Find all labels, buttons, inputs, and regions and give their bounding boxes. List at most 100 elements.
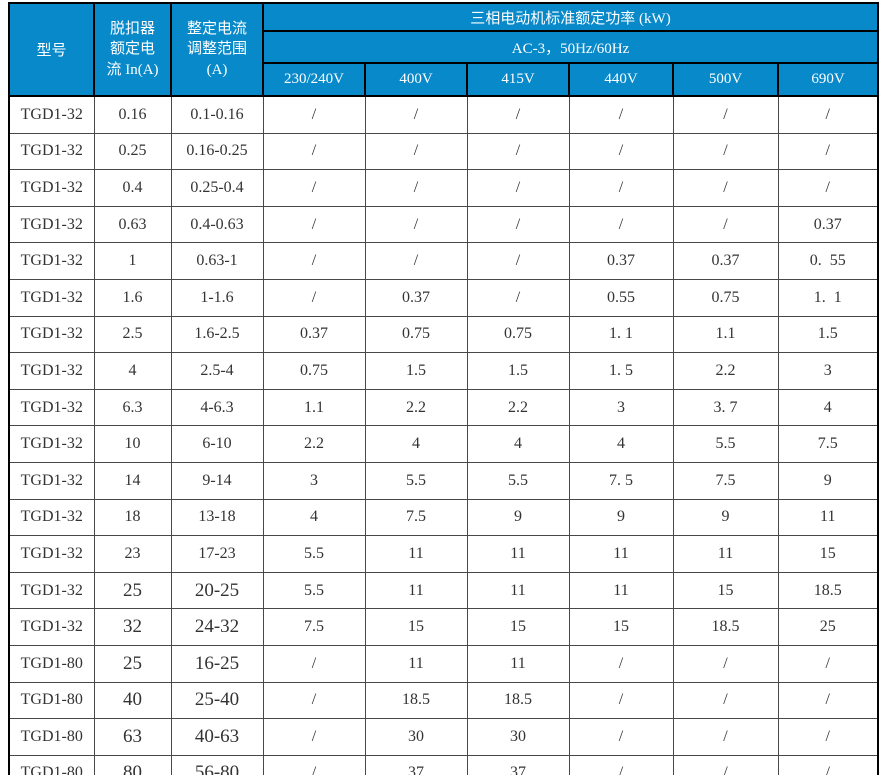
trip-current-cell: 0.4 (93, 169, 172, 207)
power-cell-400v: 5.5 (364, 461, 468, 500)
header-row-2: AC-3，50Hz/60Hz (9, 30, 879, 64)
trip-current-cell: 1 (93, 242, 172, 280)
power-cell-690v: / (777, 681, 879, 720)
header-voltage-400v: 400V (364, 62, 468, 97)
range-cell: 1-1.6 (170, 278, 264, 317)
range-cell: 13-18 (170, 498, 264, 537)
table-row: TGD1-32 2.5 1.6-2.5 0.37 0.75 0.75 1. 1 1.1 1.5 (8, 315, 879, 354)
model-cell: TGD1-32 (8, 169, 95, 207)
power-cell-440v: 1. 1 (568, 315, 674, 354)
power-cell-690v: 1.5 (777, 315, 879, 354)
power-cell-400v: 30 (364, 718, 468, 756)
power-cell-400v: 2.2 (364, 388, 468, 427)
power-cell-415v: 5.5 (466, 461, 570, 500)
table-row: TGD1-32 0.25 0.16-0.25// / / / / (8, 132, 879, 171)
table-row: TGD1-32 18 13-18 4 7.5 9 9 9 11 (8, 498, 879, 537)
power-cell-500v: / (672, 205, 779, 244)
range-cell: 6-10 (170, 425, 264, 463)
power-cell-415v: 18.5 (466, 681, 570, 720)
power-cell-400v: 0.75 (364, 315, 468, 354)
power-cell-400v: / (364, 95, 468, 134)
power-cell-415v: 30 (466, 718, 570, 756)
trip-current-cell: 25 (93, 644, 172, 683)
power-cell-690v: 0.37 (777, 205, 879, 244)
trip-current-cell: 80 (93, 754, 172, 775)
power-cell-400v: 11 (364, 644, 468, 683)
model-cell: TGD1-32 (8, 425, 95, 463)
power-cell-500v: 9 (672, 498, 779, 537)
power-cell-230-240v: / (262, 681, 366, 720)
power-cell-690v: 15 (777, 535, 879, 573)
power-cell-500v: 0.37 (672, 242, 779, 280)
trip-current-cell: 6.3 (93, 388, 172, 427)
power-cell-400v: 7.5 (364, 498, 468, 537)
power-cell-230-240v: 3 (262, 461, 366, 500)
trip-current-cell: 63 (93, 718, 172, 756)
power-cell-690v: / (777, 644, 879, 683)
power-cell-500v: 1.1 (672, 315, 779, 354)
power-cell-400v: / (364, 169, 468, 207)
power-cell-400v: 4 (364, 425, 468, 463)
power-cell-440v: / (568, 718, 674, 756)
power-cell-440v: / (568, 644, 674, 683)
model-cell: TGD1-32 (8, 498, 95, 537)
model-cell: TGD1-32 (8, 205, 95, 244)
power-cell-500v: / (672, 132, 779, 171)
header-row-1: 型号 脱扣器 额定电 流 In(A) 整定电流 调整范围 (A) 三相电动机标准… (8, 2, 879, 97)
power-cell-440v: / (568, 205, 674, 244)
power-cell-690v: 4 (777, 388, 879, 427)
header-voltage-690v: 690V (777, 62, 879, 97)
power-cell-400v: 11 (364, 535, 468, 573)
power-cell-440v: 0.37 (568, 242, 674, 280)
header-row-3: 230/240V 400V 415V 440V 500V 690V (9, 62, 879, 97)
range-cell: 0.4-0.63 (170, 205, 264, 244)
power-cell-400v: 18.5 (364, 681, 468, 720)
power-cell-440v: / (568, 95, 674, 134)
power-cell-440v: 4 (568, 425, 674, 463)
power-cell-500v: / (672, 718, 779, 756)
power-cell-415v: 1.5 (466, 352, 570, 390)
power-cell-690v: 11 (777, 498, 879, 537)
power-cell-415v: 4 (466, 425, 570, 463)
header-adjust-range: 整定电流 调整范围 (A) (170, 2, 264, 97)
power-cell-500v: 2.2 (672, 352, 779, 390)
range-cell: 0.25-0.4 (170, 169, 264, 207)
power-cell-440v: 7. 5 (568, 461, 674, 500)
model-cell: TGD1-32 (8, 132, 95, 171)
trip-current-cell: 2.5 (93, 315, 172, 354)
power-cell-230-240v: 5.5 (262, 571, 366, 610)
table-row: TGD1-32 14 9-14 3 5.5 5.5 7. 5 7.5 9 (8, 461, 879, 500)
range-cell: 2.5-4 (170, 352, 264, 390)
power-cell-415v: / (466, 132, 570, 171)
model-cell: TGD1-32 (8, 352, 95, 390)
table-row: TGD1-80 80 56-80/37 37// / (8, 754, 879, 775)
power-cell-400v: 37 (364, 754, 468, 775)
power-cell-415v: 9 (466, 498, 570, 537)
power-cell-500v: / (672, 169, 779, 207)
power-cell-690v: 1. 1 (777, 278, 879, 317)
model-cell: TGD1-32 (8, 278, 95, 317)
power-cell-690v: / (777, 718, 879, 756)
table-row: TGD1-32 25 20-25 5.5 11 11 11 15 18.5 (8, 571, 879, 610)
model-cell: TGD1-80 (8, 718, 95, 756)
header-voltage-440v: 440V (568, 62, 674, 97)
power-cell-690v: / (777, 169, 879, 207)
power-cell-500v: 7.5 (672, 461, 779, 500)
power-cell-500v: / (672, 754, 779, 775)
table-row: TGD1-32 0.63 0.4-0.63// / //0.37 (8, 205, 879, 244)
power-cell-500v: / (672, 95, 779, 134)
power-cell-440v: / (568, 754, 674, 775)
power-cell-440v: 9 (568, 498, 674, 537)
model-cell: TGD1-80 (8, 644, 95, 683)
header-ac-condition: AC-3，50Hz/60Hz (262, 30, 879, 64)
power-cell-690v: / (777, 95, 879, 134)
power-cell-690v: 7.5 (777, 425, 879, 463)
trip-current-cell: 4 (93, 352, 172, 390)
power-cell-500v: 5.5 (672, 425, 779, 463)
model-cell: TGD1-32 (8, 461, 95, 500)
model-cell: TGD1-80 (8, 754, 95, 775)
table-row: TGD1-32 23 17-23 5.5 11 11 11 11 15 (8, 535, 879, 573)
power-cell-500v: 18.5 (672, 608, 779, 646)
power-cell-230-240v: 4 (262, 498, 366, 537)
